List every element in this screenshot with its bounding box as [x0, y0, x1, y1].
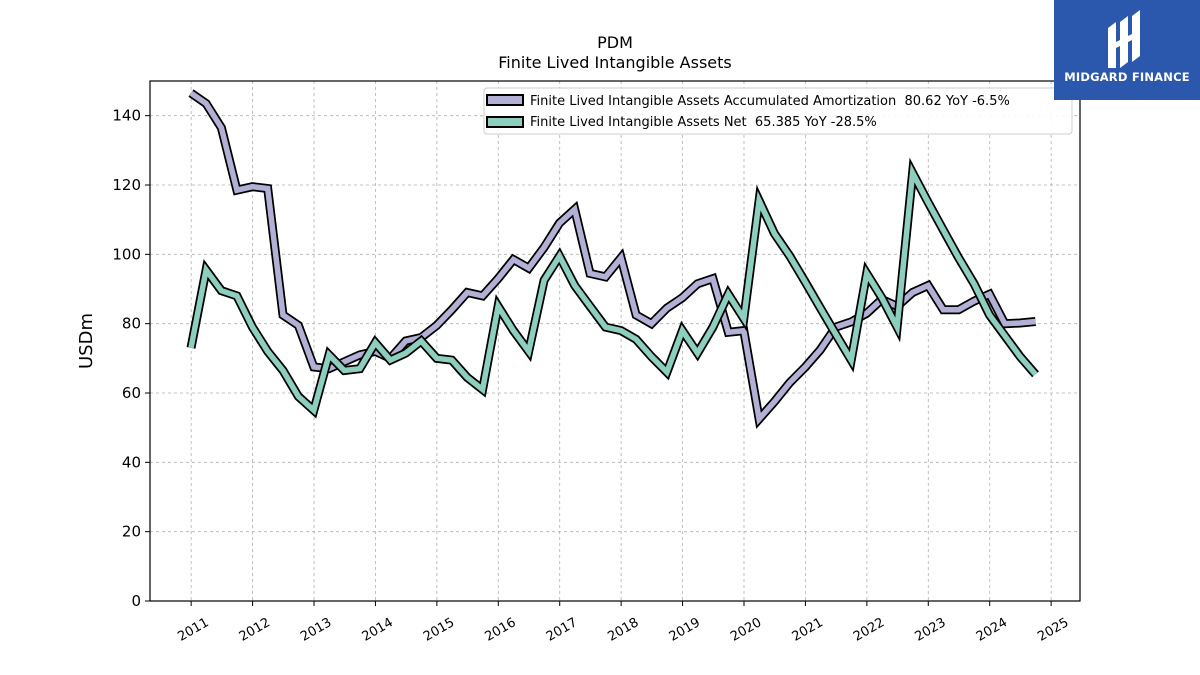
logo-text: MIDGARD FINANCE: [1064, 70, 1190, 84]
legend: Finite Lived Intangible Assets Accumulat…: [483, 87, 1073, 135]
series-line-amortization: [189, 90, 1036, 426]
x-tick-label: 2021: [790, 615, 826, 645]
x-tick-label: 2015: [421, 615, 457, 645]
x-tick-label: 2017: [544, 615, 580, 645]
x-tick-label: 2019: [667, 615, 703, 645]
midgard-finance-logo: MIDGARD FINANCE: [1054, 0, 1200, 100]
y-axis: 0 20 40 60 80 100 120 140: [112, 107, 150, 610]
plot-frame: [149, 80, 1081, 602]
x-tick-label: 2020: [728, 615, 764, 645]
y-tick-label: 40: [122, 453, 141, 471]
x-tick-label: 2016: [482, 615, 518, 645]
x-tick-label: 2013: [298, 615, 334, 645]
y-tick-label: 0: [131, 592, 141, 610]
x-tick-label: 2022: [851, 615, 887, 645]
y-tick-label: 60: [122, 384, 141, 402]
x-tick-label: 2023: [912, 615, 948, 645]
x-tick-label: 2011: [175, 615, 211, 645]
legend-label-amortization: Finite Lived Intangible Assets Accumulat…: [530, 94, 1010, 109]
y-tick-label: 100: [112, 245, 141, 263]
y-tick-label: 140: [112, 107, 141, 125]
y-tick-label: 20: [122, 523, 141, 541]
legend-box: [483, 87, 1073, 135]
grid: [150, 81, 1080, 602]
x-tick-label: 2025: [1035, 615, 1071, 645]
x-tick-label: 2014: [360, 615, 396, 645]
series-lines: [186, 89, 1039, 429]
legend-swatch-amortization: [486, 94, 524, 106]
x-tick-label: 2018: [605, 615, 641, 645]
y-tick-label: 120: [112, 176, 141, 194]
legend-swatch-net: [486, 116, 524, 128]
x-axis: 2011 2012 2013 2014 2015 2016 2017 2018 2019 2020…: [175, 601, 1071, 645]
x-tick-label: 2012: [237, 615, 273, 645]
y-tick-label: 80: [122, 315, 141, 333]
chart-subtitle: Finite Lived Intangible Assets: [498, 53, 731, 72]
legend-label-net: Finite Lived Intangible Assets Net 65.38…: [530, 115, 877, 130]
y-axis-label: USDm: [76, 313, 97, 369]
x-tick-label: 2024: [974, 615, 1010, 645]
midgard-logo-icon: [1108, 10, 1140, 68]
chart-title: PDM: [597, 33, 633, 52]
series-line-net: [188, 163, 1038, 416]
